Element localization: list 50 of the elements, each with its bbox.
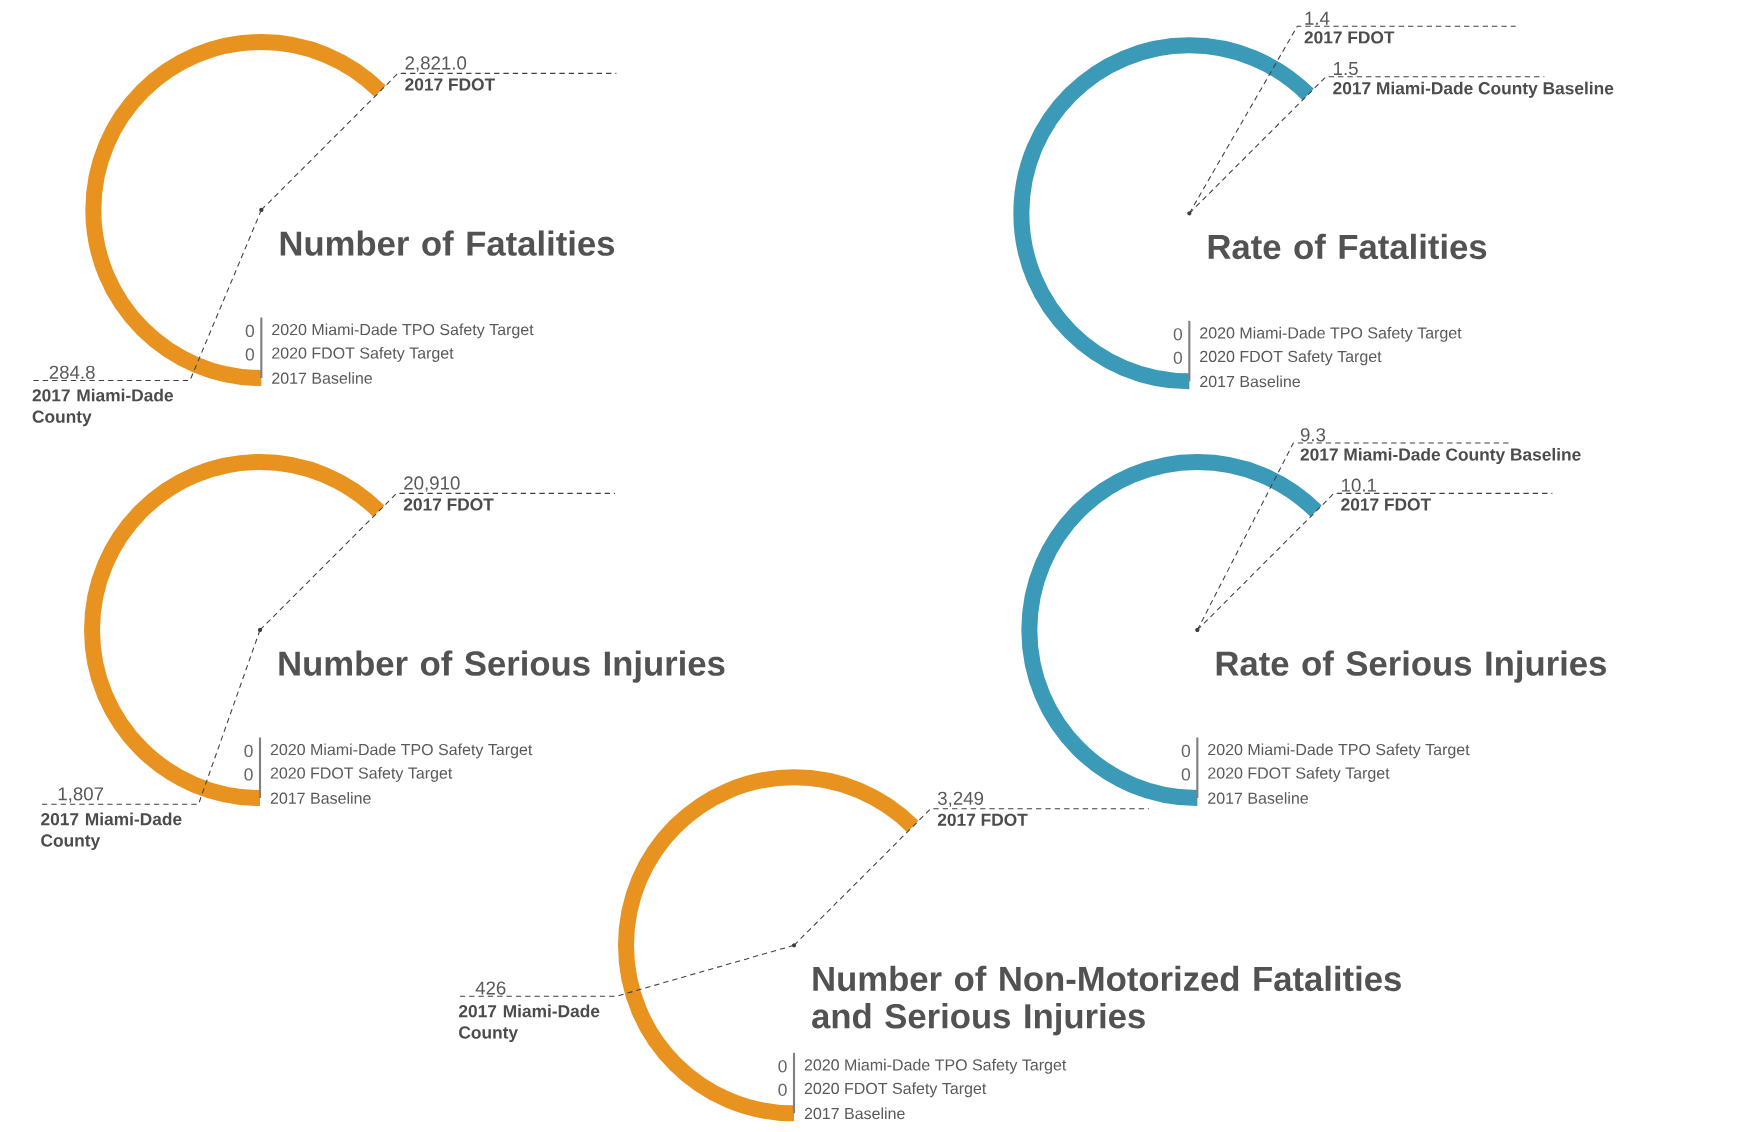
category-label: 2017 Miami-Dade County Baseline [1333,81,1614,98]
category-label: 2017 FDOT [405,78,495,91]
category-label: 2020 Miami-Dade TPO Safety Target [270,743,533,759]
data-label: 3,249 [937,791,984,808]
data-label: 20,910 [404,476,460,492]
category-label: 2020 Miami-Dade TPO Safety Target [804,1058,1067,1074]
data-label: 0 [1173,351,1183,364]
text: Rate of Serious Injuries [1216,650,1606,683]
data-label: 2,821.0 [405,56,467,72]
data-label: 0 [778,1083,787,1096]
data-label: 284.8 [49,365,95,379]
data-label: 1.4 [1305,11,1330,25]
data-label: 0 [244,744,253,758]
category-label: 2017 Miami-Dade County [41,812,182,851]
category-label: 2020 FDOT Safety Target [804,1082,987,1098]
category-label: 2017 Baseline [272,372,372,384]
category-label: 2017 Miami-Dade County [458,1004,600,1043]
data-label: 0 [245,324,255,338]
category-label: 2020 Miami-Dade TPO Safety Target [1208,743,1470,759]
category-label: 2020 Miami-Dade TPO Safety Target [272,323,534,339]
category-label: 2020 FDOT Safety Target [272,347,454,362]
data-label: 0 [245,348,255,361]
text: Number of Fatalities [280,230,615,256]
category-label: 2020 Miami-Dade TPO Safety Target [1200,326,1462,342]
category-label: 2017 FDOT [1304,31,1395,44]
category-label: 2017 Baseline [804,1107,905,1120]
data-label: 0 [778,1060,787,1073]
data-label: 9.3 [1300,428,1326,442]
category-label: 2017 FDOT [937,813,1028,826]
category-label: 2017 FDOT [1341,498,1431,511]
category-label: 2020 FDOT Safety Target [270,767,453,782]
text: Rate of Fatalities [1208,233,1487,260]
category-label: 2017 Baseline [270,792,371,804]
category-label: 2017 Baseline [1208,792,1308,804]
category-label: 2017 FDOT [403,498,494,511]
data-label: 1.5 [1334,62,1358,76]
text: Number of Non-Motorized Fatalities and Serious Injuries [812,965,1401,1036]
category-label: 2017 Miami-Dade County Baseline [1300,447,1581,465]
category-label: 2017 Miami-Dade County [32,388,173,427]
data-label: 1,807 [58,787,104,803]
data-label: 0 [1173,328,1183,341]
data-label: 0 [1181,768,1191,781]
category-label: 2020 FDOT Safety Target [1200,350,1382,366]
category-label: 2017 Baseline [1200,375,1300,388]
text: Number of Serious Injuries [279,650,725,683]
data-label: 10.1 [1342,478,1377,492]
category-label: 2020 FDOT Safety Target [1208,767,1390,782]
data-label: 426 [475,981,506,995]
data-label: 0 [1181,744,1191,758]
data-label: 0 [244,768,253,781]
